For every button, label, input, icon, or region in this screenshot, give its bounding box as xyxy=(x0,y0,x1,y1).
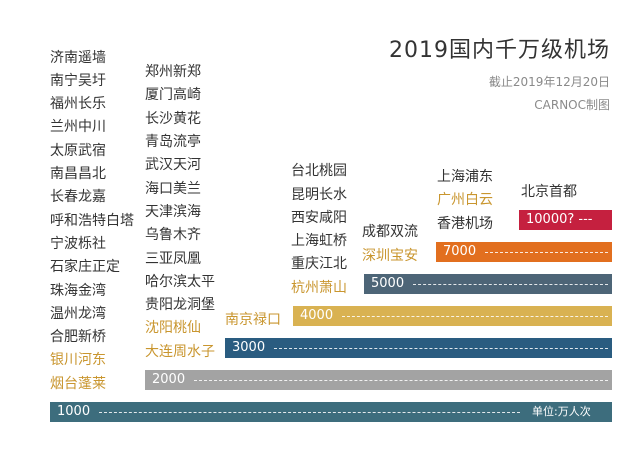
airport-label: 合肥新桥 xyxy=(50,329,106,346)
airport-label: 太原武宿 xyxy=(50,142,106,159)
tier-value-label-2000: 2000 xyxy=(152,372,186,387)
airport-label: 北京首都 xyxy=(521,183,577,200)
airport-label: 南宁吴圩 xyxy=(50,72,106,89)
unit-label: 单位:万人次 xyxy=(532,405,591,418)
airport-label: 厦门高崎 xyxy=(145,87,201,104)
tier-dash-line-7000 xyxy=(485,252,608,253)
tier-value-label-7000: 7000 xyxy=(443,244,477,259)
airport-label: 昆明长水 xyxy=(291,186,347,203)
tier-value-label-1000: 1000 xyxy=(57,404,91,419)
airport-label: 南京禄口 xyxy=(225,311,281,328)
airport-label: 长春龙嘉 xyxy=(50,189,106,206)
airport-label: 银川河东 xyxy=(50,352,106,369)
chart-title: 2019国内千万级机场 xyxy=(389,38,610,63)
airport-label: 上海浦东 xyxy=(437,169,493,186)
airport-label: 南昌昌北 xyxy=(50,166,106,182)
tier-dash-line-1000 xyxy=(99,412,520,413)
airport-label: 温州龙湾 xyxy=(50,305,106,322)
airport-label: 武汉天河 xyxy=(145,157,201,174)
airport-label: 青岛流亭 xyxy=(145,134,201,150)
airport-label: 重庆江北 xyxy=(291,256,347,273)
airport-label: 哈尔滨太平 xyxy=(145,273,215,290)
airport-label: 宁波栎社 xyxy=(50,235,106,252)
tier-value-label-10000: 10000? --- xyxy=(526,212,593,227)
airport-label: 香港机场 xyxy=(437,215,493,232)
tier-dash-line-4000 xyxy=(342,316,608,317)
airport-label: 上海虹桥 xyxy=(291,233,347,250)
tier-value-label-4000: 4000 xyxy=(300,308,334,323)
airport-label: 郑州新郑 xyxy=(145,64,201,81)
airport-label: 台北桃园 xyxy=(291,163,347,180)
airport-label: 济南遥墙 xyxy=(50,49,106,66)
tier-dash-line-3000 xyxy=(274,348,608,349)
airport-label: 长沙黄花 xyxy=(145,110,201,127)
airport-label: 大连周水子 xyxy=(145,343,215,360)
chart-credit: CARNOC制图 xyxy=(534,98,610,112)
tier-value-label-3000: 3000 xyxy=(232,340,266,355)
airport-label: 海口美兰 xyxy=(145,180,201,197)
airport-label: 天津滨海 xyxy=(145,203,201,220)
airport-label: 烟台蓬莱 xyxy=(50,375,106,392)
airport-label: 呼和浩特白塔 xyxy=(50,212,134,229)
airport-label: 福州长乐 xyxy=(50,96,106,113)
tier-dash-line-5000 xyxy=(413,284,608,285)
airport-label: 成都双流 xyxy=(362,224,418,241)
airport-label: 珠海金湾 xyxy=(50,282,106,299)
chart-subtitle: 截止2019年12月20日 xyxy=(488,75,610,89)
airport-label: 乌鲁木齐 xyxy=(145,227,201,244)
airport-label: 三亚凤凰 xyxy=(145,250,201,267)
airport-label: 沈阳桃仙 xyxy=(145,320,201,337)
tier-bar-10000 xyxy=(519,210,612,230)
airport-label: 杭州萧山 xyxy=(291,279,347,296)
airport-label: 西安咸阳 xyxy=(291,209,347,226)
airport-label: 兰州中川 xyxy=(50,119,106,136)
tier-dash-line-2000 xyxy=(194,380,608,381)
airport-label: 广州白云 xyxy=(437,192,493,209)
airport-label: 贵阳龙洞堡 xyxy=(145,297,215,314)
airport-label: 深圳宝安 xyxy=(362,247,418,264)
airport-label: 石家庄正定 xyxy=(50,259,120,276)
tier-value-label-5000: 5000 xyxy=(371,276,405,291)
